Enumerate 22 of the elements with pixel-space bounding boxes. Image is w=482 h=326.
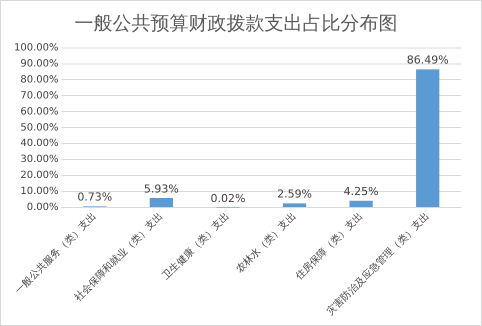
y-tick-label: 70.00%: [20, 90, 58, 102]
bar: [416, 69, 440, 208]
bar: [150, 198, 174, 208]
bar: [282, 203, 306, 208]
y-tick-label: 20.00%: [20, 170, 58, 182]
data-label: 5.93%: [144, 182, 179, 196]
y-tick-label: 40.00%: [20, 138, 58, 150]
y-tick-label: 30.00%: [20, 154, 58, 166]
data-label: 0.02%: [210, 192, 246, 205]
y-tick-label: 10.00%: [20, 186, 58, 198]
chart-title: 一般公共预算财政拨款支出占比分布图: [74, 12, 398, 34]
y-tick-label: 100.00%: [14, 42, 58, 54]
y-tick-label: 90.00%: [20, 58, 58, 70]
data-label: 4.25%: [344, 185, 379, 198]
y-tick-label: 80.00%: [20, 74, 58, 86]
y-tick-label: 50.00%: [20, 122, 58, 134]
data-label: 86.49%: [406, 54, 449, 67]
bar: [349, 200, 373, 208]
data-label: 0.73%: [77, 190, 112, 204]
data-label: 2.59%: [277, 188, 312, 201]
y-tick-label: 0.00%: [26, 202, 58, 214]
y-tick-label: 60.00%: [20, 106, 58, 118]
